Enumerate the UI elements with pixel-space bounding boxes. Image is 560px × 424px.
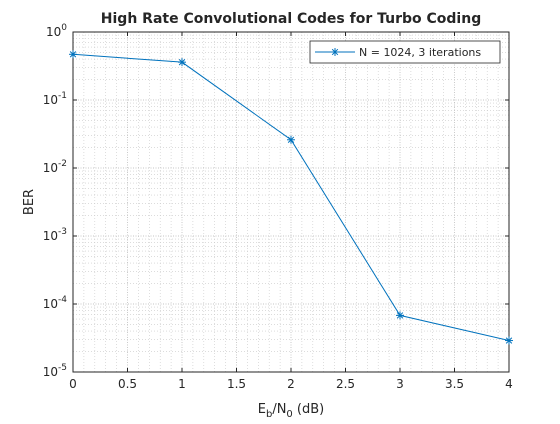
legend-box: [309, 40, 501, 64]
x-axis-ticks: 0 0.5 1 1.5 2 2.5 3 3.5 4: [69, 32, 513, 391]
x-tick-label: 2.5: [336, 377, 355, 391]
y-axis-ticks: 100 10-1 10-2 10-3 10-4 10-5: [43, 23, 509, 379]
data-point-marker: [69, 50, 77, 59]
x-tick-label: 4: [505, 377, 513, 391]
y-axis-label: BER: [22, 189, 37, 215]
x-tick-label: 2: [287, 377, 295, 391]
y-tick-label: 10-4: [43, 295, 68, 311]
x-tick-label: 0.5: [118, 377, 137, 391]
y-tick-label: 10-3: [43, 227, 67, 243]
x-tick-label: 3: [396, 377, 404, 391]
legend-entry: N = 1024, 3 iterations: [359, 46, 481, 59]
x-tick-label: 3.5: [445, 377, 464, 391]
grid-lines: [73, 32, 509, 372]
legend-asterisk: [331, 48, 339, 56]
x-tick-label: 0: [69, 377, 77, 391]
chart-title: High Rate Convolutional Codes for Turbo …: [101, 11, 481, 27]
y-tick-label: 10-5: [43, 363, 67, 379]
data-point-marker: [178, 58, 186, 67]
legend-marker-icon: [331, 48, 339, 56]
x-axis-label: Eb/N0 (dB): [258, 402, 325, 420]
y-tick-label: 10-1: [43, 91, 67, 107]
data-point-marker: [287, 135, 295, 144]
x-tick-label: 1: [178, 377, 186, 391]
x-tick-label: 1.5: [227, 377, 246, 391]
data-point-marker: [396, 311, 404, 320]
series-layer: [69, 50, 513, 345]
data-point-marker: [505, 336, 513, 345]
y-tick-label: 10-2: [43, 159, 67, 175]
y-tick-label: 100: [46, 23, 67, 39]
legend: N = 1024, 3 iterations: [309, 40, 501, 64]
